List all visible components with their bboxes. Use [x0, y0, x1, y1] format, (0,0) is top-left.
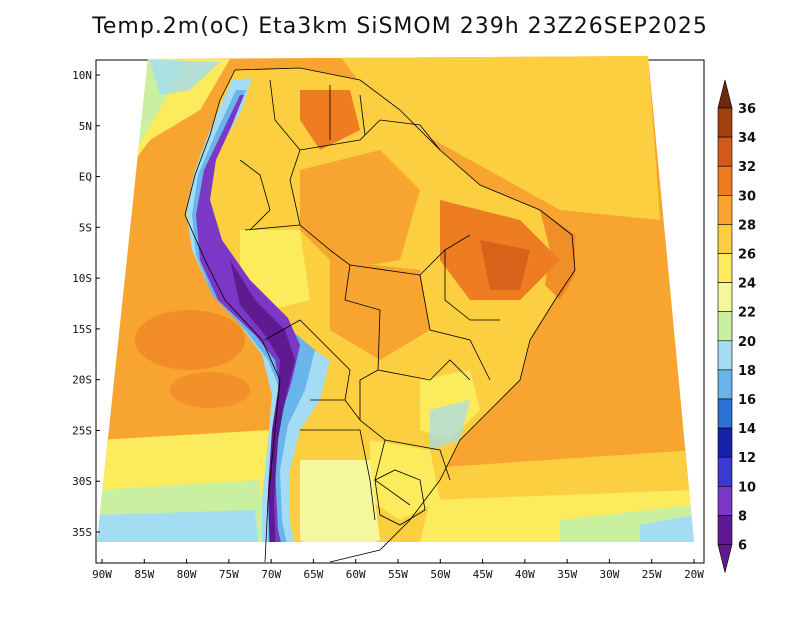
colorbar-swatch [717, 224, 733, 254]
lat-label: 5S [79, 221, 92, 234]
colorbar-label: 16 [738, 393, 756, 408]
lon-label: 80W [177, 568, 197, 581]
colorbar-swatch [717, 369, 733, 400]
country-borders [184, 67, 576, 563]
colorbar-label: 22 [738, 306, 756, 321]
lon-label: 50W [430, 568, 450, 581]
colorbar-label: 20 [738, 335, 756, 350]
colorbar-label: 14 [738, 422, 756, 437]
colorbar-swatch [717, 136, 733, 167]
colorbar-swatch [717, 195, 733, 225]
colorbar-max-triangle [717, 79, 733, 109]
lat-label: 35S [72, 526, 92, 539]
lon-label: 25W [642, 568, 662, 581]
lat-label: 15S [72, 323, 92, 336]
colorbar-swatch [717, 515, 733, 545]
lat-label: 30S [72, 475, 92, 488]
lon-label: 35W [557, 568, 577, 581]
map-title: Temp.2m(oC) Eta3km SiSMOM 239h 23Z26SEP2… [92, 14, 708, 39]
latitude-labels: 10N 5N EQ 5S 10S 15S 20S 25S 30S 35S [72, 69, 92, 539]
colorbar-swatch [717, 282, 733, 313]
lon-label: 70W [261, 568, 281, 581]
colorbar-label: 8 [738, 509, 747, 524]
colorbar-label: 10 [738, 480, 756, 495]
colorbar-swatch [717, 427, 733, 458]
lon-label: 90W [92, 568, 112, 581]
temperature-field [97, 56, 694, 542]
colorbar-swatch [717, 456, 733, 487]
colorbar-label: 24 [738, 277, 756, 292]
lat-label: 25S [72, 424, 92, 437]
lon-label: 75W [219, 568, 239, 581]
lon-label: 20W [684, 568, 704, 581]
lat-label: 5N [79, 120, 92, 133]
colorbar-min-triangle [717, 544, 733, 573]
lat-label: EQ [79, 171, 92, 184]
colorbar-label: 18 [738, 364, 756, 379]
lon-label: 30W [599, 568, 619, 581]
axis-ticks [96, 74, 695, 563]
lat-label: 10N [72, 69, 92, 82]
colorbar-swatch [717, 485, 733, 516]
lon-label: 45W [473, 568, 493, 581]
colorbar-swatch [717, 107, 733, 138]
colorbar-swatch [717, 398, 733, 429]
lon-label: 85W [134, 568, 154, 581]
lat-label: 20S [72, 374, 92, 387]
colorbar-swatch [717, 340, 733, 371]
colorbar-label: 34 [738, 131, 756, 146]
colorbar-label: 28 [738, 218, 756, 233]
colorbar-swatch [717, 253, 733, 283]
lon-label: 40W [515, 568, 535, 581]
colorbar-swatch [717, 311, 733, 342]
lat-label: 10S [72, 272, 92, 285]
longitude-labels: 90W 85W 80W 75W 70W 65W 60W 55W 50W 45W 40W 35W 30W 2… [92, 568, 704, 581]
colorbar-label: 6 [738, 539, 747, 554]
lon-label: 60W [346, 568, 366, 581]
colorbar-label: 30 [738, 189, 756, 204]
colorbar-label: 12 [738, 451, 756, 466]
colorbar-label: 26 [738, 248, 756, 263]
colorbar-label: 32 [738, 160, 756, 175]
lon-label: 65W [303, 568, 323, 581]
colorbar-label: 36 [738, 102, 756, 117]
lon-label: 55W [388, 568, 408, 581]
colorbar-swatch [717, 165, 733, 196]
colorbar: 36 34 32 30 28 26 24 22 20 18 16 14 12 10 8 6 [717, 79, 756, 573]
